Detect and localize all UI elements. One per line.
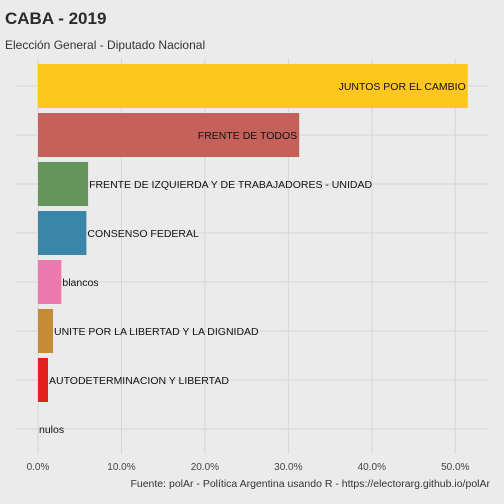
- x-tick-label: 20.0%: [191, 462, 219, 473]
- bar: [38, 309, 54, 353]
- bar-label: blancos: [62, 277, 98, 289]
- bar: [38, 260, 62, 304]
- bar: [38, 113, 300, 157]
- bar-label: FRENTE DE TODOS: [198, 130, 297, 142]
- x-tick-label: 50.0%: [441, 462, 469, 473]
- x-tick-label: 40.0%: [358, 462, 386, 473]
- bar: [38, 162, 89, 206]
- bar: [38, 358, 49, 402]
- bar-label: nulos: [39, 424, 64, 436]
- x-tick-label: 0.0%: [27, 462, 50, 473]
- chart-title: CABA - 2019: [5, 9, 107, 28]
- chart-subtitle: Elección General - Diputado Nacional: [5, 38, 206, 52]
- bar: [38, 64, 468, 108]
- x-tick-label: 30.0%: [274, 462, 302, 473]
- bar-label: UNITE POR LA LIBERTAD Y LA DIGNIDAD: [54, 326, 259, 338]
- bar-label: AUTODETERMINACION Y LIBERTAD: [49, 375, 229, 387]
- bar-label: CONSENSO FEDERAL: [87, 228, 199, 240]
- bar: [38, 211, 87, 255]
- x-tick-label: 10.0%: [107, 462, 135, 473]
- bar-label: FRENTE DE IZQUIERDA Y DE TRABAJADORES - …: [89, 179, 372, 191]
- chart-caption: Fuente: polAr - Política Argentina usand…: [130, 478, 490, 490]
- bar-label: JUNTOS POR EL CAMBIO: [339, 81, 466, 93]
